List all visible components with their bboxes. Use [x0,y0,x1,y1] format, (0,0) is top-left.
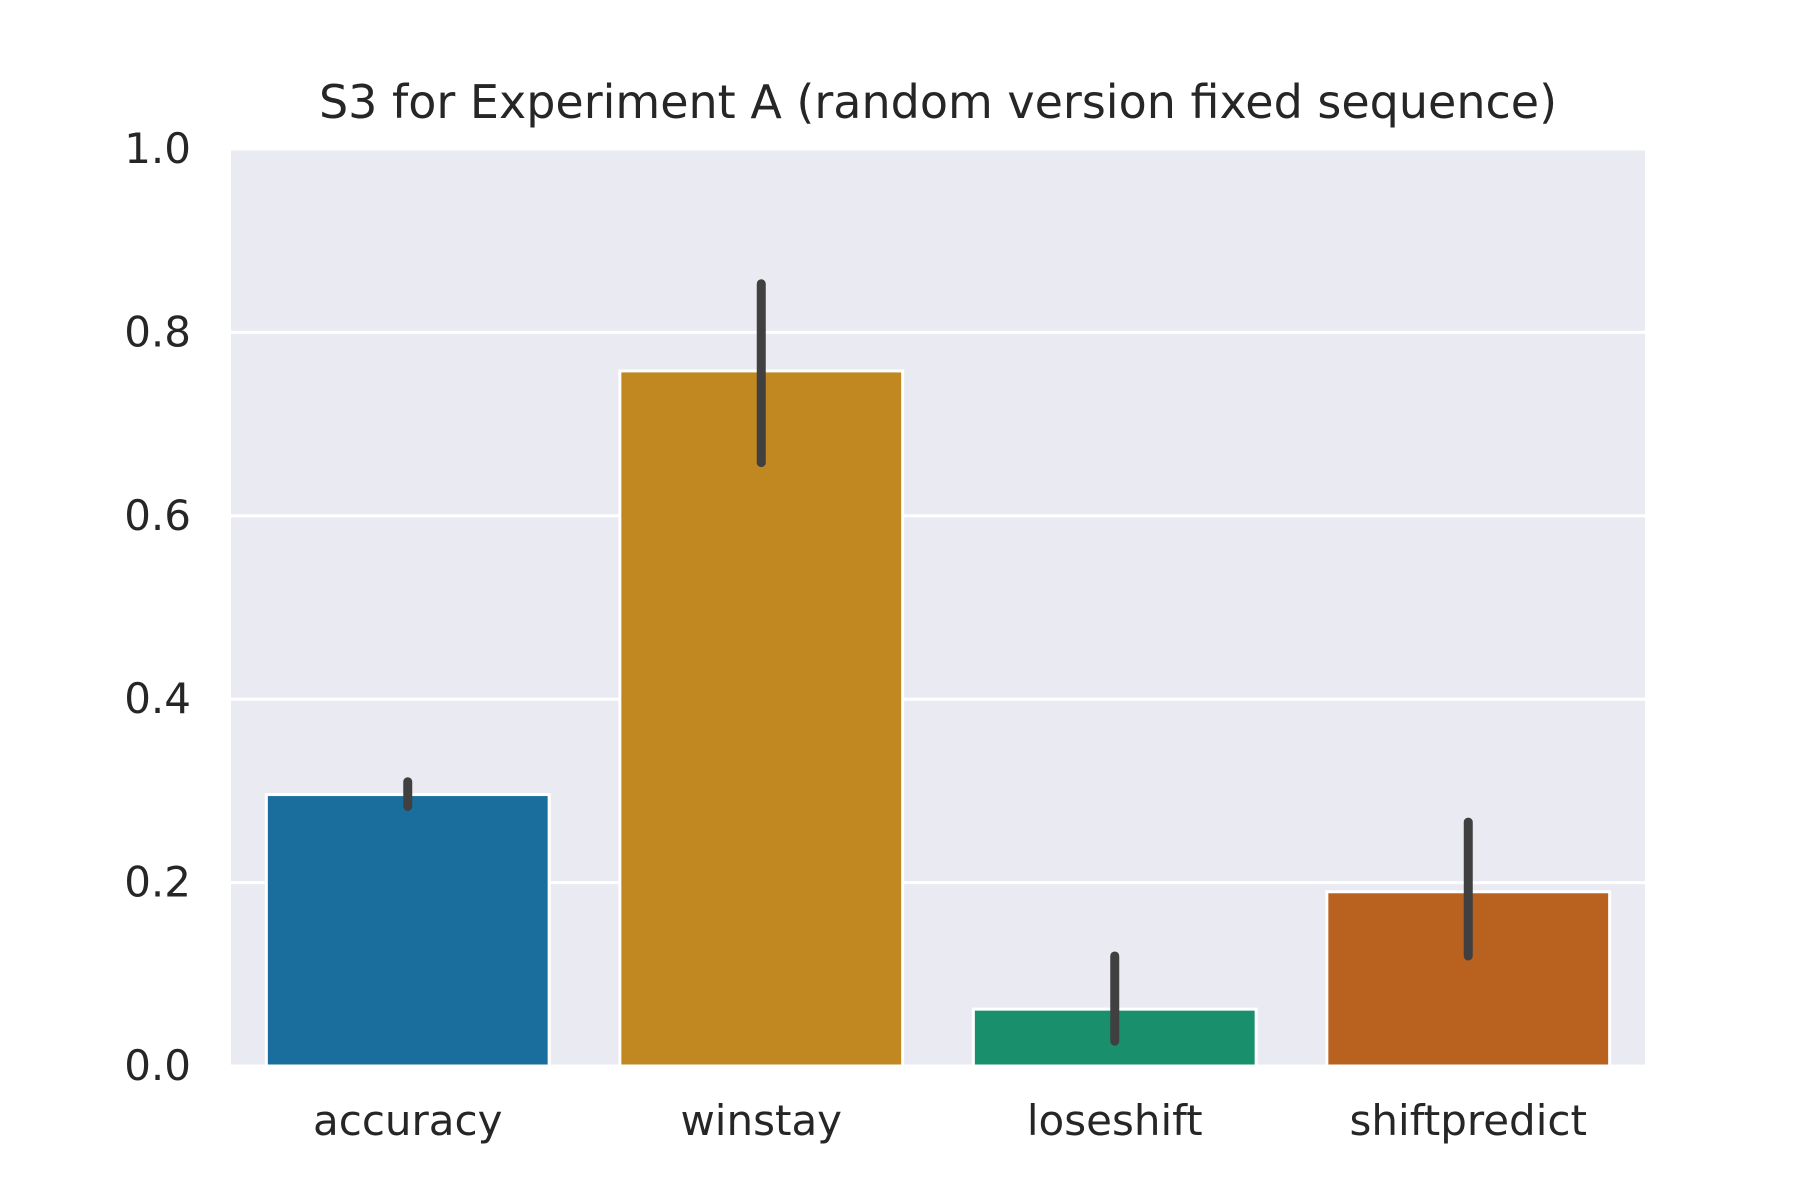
x-tick-label: accuracy [313,1096,503,1145]
y-tick-label: 0.4 [124,674,191,723]
y-tick-label: 0.8 [124,307,191,356]
x-tick-label: winstay [680,1096,842,1145]
y-axis-ticks: 0.0 0.2 0.4 0.6 0.8 1.0 [124,124,191,1090]
chart-title: S3 for Experiment A (random version fixe… [319,75,1557,129]
x-tick-label: shiftpredict [1350,1096,1587,1145]
y-tick-label: 0.6 [124,491,191,540]
bar-winstay [618,369,905,1068]
bars [264,369,1612,1068]
x-tick-label: loseshift [1027,1096,1203,1145]
error-bars [403,279,1473,1046]
bar-accuracy [264,793,551,1068]
y-tick-label: 0.2 [124,858,191,907]
x-axis-ticks: accuracy winstay loseshift shiftpredict [313,1096,1587,1145]
y-tick-label: 1.0 [124,124,191,173]
y-tick-label: 0.0 [124,1041,191,1090]
